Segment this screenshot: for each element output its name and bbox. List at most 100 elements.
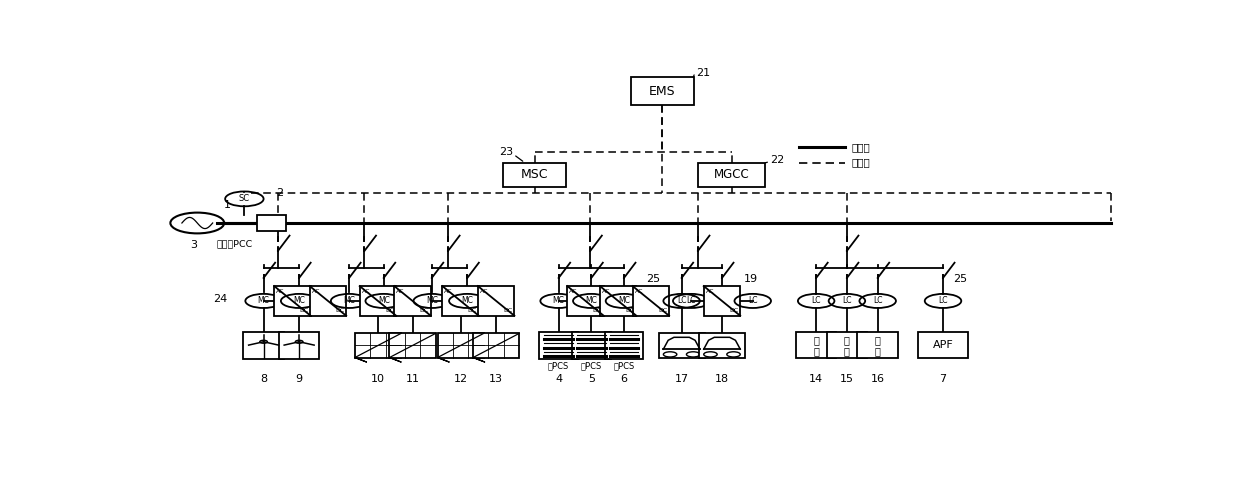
Text: EMS: EMS — [649, 85, 676, 98]
Bar — [699, 334, 745, 358]
Text: AC: AC — [706, 289, 714, 294]
Text: 16: 16 — [870, 374, 884, 384]
Bar — [477, 286, 515, 316]
Text: APF: APF — [932, 340, 954, 350]
Text: DC: DC — [593, 308, 601, 313]
Text: LC: LC — [939, 296, 947, 306]
Text: AC: AC — [444, 289, 453, 294]
Text: 2: 2 — [277, 188, 284, 198]
Bar — [389, 334, 435, 358]
Bar — [474, 334, 520, 358]
Text: MC: MC — [258, 296, 269, 306]
Text: AC: AC — [601, 289, 610, 294]
Bar — [443, 286, 479, 316]
Text: 负
载: 负 载 — [844, 335, 849, 356]
Bar — [600, 286, 636, 316]
Bar — [605, 332, 644, 360]
Text: 10: 10 — [371, 374, 384, 384]
Text: MC: MC — [553, 296, 564, 306]
Text: LC: LC — [842, 296, 852, 306]
Text: MSC: MSC — [521, 168, 548, 181]
Text: MGCC: MGCC — [714, 168, 749, 181]
Bar — [503, 163, 565, 187]
Text: 14: 14 — [810, 374, 823, 384]
Text: 24: 24 — [213, 294, 227, 304]
Bar — [438, 334, 484, 358]
Text: MC: MC — [461, 296, 474, 306]
Text: 3: 3 — [190, 240, 197, 250]
Text: 6: 6 — [620, 374, 627, 384]
Text: AC: AC — [480, 289, 489, 294]
Text: LC: LC — [811, 296, 821, 306]
Text: 23: 23 — [498, 147, 513, 158]
Bar — [858, 333, 898, 359]
Bar — [631, 77, 693, 105]
Text: DC: DC — [729, 308, 738, 313]
Text: AC: AC — [277, 289, 285, 294]
Text: 18: 18 — [715, 374, 729, 384]
Text: LC: LC — [873, 296, 883, 306]
Text: 12: 12 — [454, 374, 467, 384]
Bar — [632, 286, 670, 316]
Text: 15: 15 — [839, 374, 854, 384]
Text: 信息流: 信息流 — [852, 158, 870, 168]
Text: 负
载: 负 载 — [874, 335, 880, 356]
Text: 负
载: 负 载 — [813, 335, 820, 356]
Text: AC: AC — [397, 289, 404, 294]
Text: DC: DC — [658, 308, 667, 313]
Text: 13: 13 — [489, 374, 503, 384]
Text: AC: AC — [569, 289, 578, 294]
Text: 4: 4 — [556, 374, 562, 384]
Text: MC: MC — [378, 296, 389, 306]
Bar — [274, 286, 311, 316]
Bar — [572, 332, 610, 360]
Text: LC: LC — [748, 296, 758, 306]
Text: 25: 25 — [646, 274, 660, 284]
Bar — [698, 163, 765, 187]
Text: AC: AC — [311, 289, 320, 294]
Bar — [827, 333, 867, 359]
Text: SC: SC — [239, 194, 250, 203]
Text: 7: 7 — [940, 374, 946, 384]
Bar — [355, 334, 401, 358]
Text: 25: 25 — [954, 274, 967, 284]
Text: 8: 8 — [260, 374, 267, 384]
Bar — [360, 286, 397, 316]
Bar — [658, 334, 704, 358]
Bar — [567, 286, 604, 316]
Text: LC: LC — [687, 296, 696, 306]
Text: MC: MC — [585, 296, 598, 306]
Text: LC: LC — [677, 296, 687, 306]
Text: AC: AC — [635, 289, 644, 294]
Text: DC: DC — [419, 308, 429, 313]
Bar — [310, 286, 346, 316]
Bar — [918, 333, 968, 359]
Bar — [704, 286, 740, 316]
Text: DC: DC — [625, 308, 635, 313]
Bar — [539, 332, 578, 360]
Text: 5: 5 — [588, 374, 595, 384]
Text: MC: MC — [425, 296, 438, 306]
Text: 11: 11 — [405, 374, 419, 384]
Text: DC: DC — [300, 308, 309, 313]
Text: DC: DC — [503, 308, 512, 313]
Text: 并网点PCC: 并网点PCC — [217, 239, 253, 248]
Text: DC: DC — [386, 308, 394, 313]
Text: MC: MC — [293, 296, 305, 306]
Bar — [279, 332, 320, 359]
Text: DC: DC — [335, 308, 345, 313]
Text: MC: MC — [618, 296, 630, 306]
Text: 1: 1 — [223, 200, 231, 210]
Text: 22: 22 — [770, 155, 785, 165]
Text: 9: 9 — [295, 374, 303, 384]
Bar — [394, 286, 430, 316]
Text: 21: 21 — [696, 68, 709, 79]
Text: DC: DC — [467, 308, 477, 313]
Text: MC: MC — [343, 296, 355, 306]
Bar — [796, 333, 836, 359]
Text: AC: AC — [362, 289, 370, 294]
Bar — [243, 332, 284, 359]
Text: 从PCS: 从PCS — [548, 362, 569, 370]
Text: 19: 19 — [744, 274, 758, 284]
Bar — [257, 214, 285, 231]
